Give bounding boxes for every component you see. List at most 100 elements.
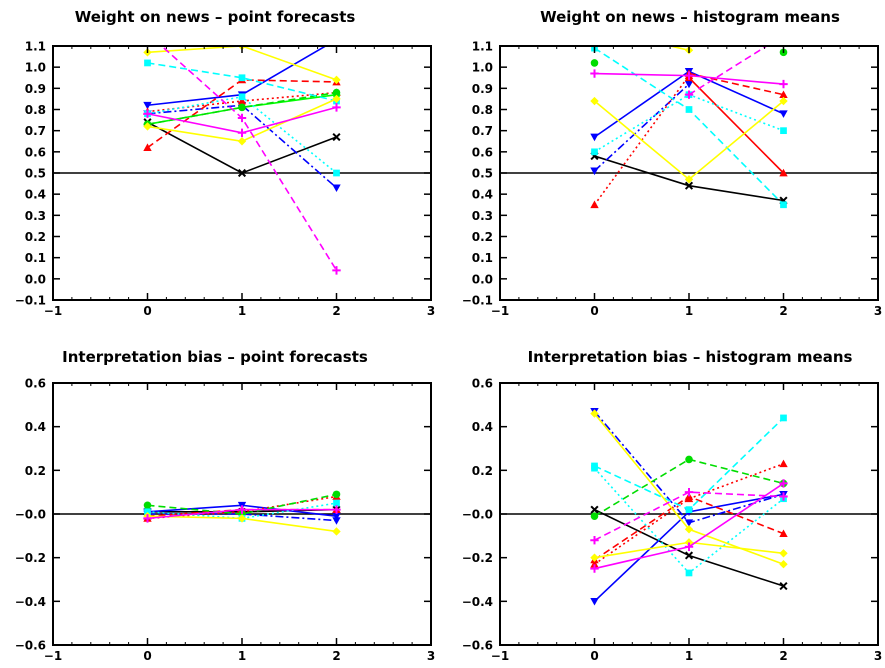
series — [143, 94, 341, 146]
data-point — [590, 536, 599, 545]
y-tick-label: −0.1 — [462, 294, 493, 308]
y-tick-label: −0.4 — [15, 595, 46, 609]
data-point — [332, 36, 340, 44]
series-line — [594, 491, 784, 541]
x-tick-label: −1 — [491, 649, 509, 663]
y-tick-label: 0.6 — [25, 377, 46, 391]
data-point — [143, 122, 152, 131]
data-point — [238, 103, 246, 112]
x-tick-label: 0 — [143, 304, 151, 318]
series — [590, 96, 788, 184]
y-tick-label: −0.2 — [15, 551, 46, 565]
y-tick-label: 0.4 — [472, 188, 493, 202]
series-line — [147, 46, 337, 81]
y-tick-label: −0.6 — [462, 639, 493, 653]
y-tick-label: 0.1 — [25, 251, 46, 265]
y-tick-label: 0.3 — [25, 209, 46, 223]
data-point — [590, 25, 598, 33]
y-tick-label: 0.6 — [472, 145, 493, 159]
series-line — [688, 77, 785, 174]
data-point — [332, 88, 341, 97]
data-point — [684, 525, 694, 534]
data-point — [590, 597, 599, 606]
panel-title: Weight on news – histogram means — [540, 8, 840, 26]
data-point — [238, 93, 246, 101]
data-point — [332, 132, 341, 142]
data-point — [684, 487, 694, 497]
data-point — [590, 560, 599, 568]
series — [684, 73, 788, 177]
series — [143, 505, 341, 523]
x-tick-label: 3 — [427, 649, 435, 663]
data-point — [684, 71, 694, 80]
data-point — [684, 551, 694, 560]
data-point — [590, 133, 599, 142]
data-point — [237, 137, 247, 146]
data-point — [143, 514, 152, 523]
plot-area — [143, 29, 341, 275]
panel-bias-point: Interpretation bias – point forecasts −1… — [15, 348, 435, 663]
data-point — [237, 128, 247, 137]
data-point — [779, 96, 788, 106]
y-tick-label: −0.2 — [462, 551, 493, 565]
data-point — [685, 455, 693, 464]
data-point — [684, 90, 694, 99]
data-point — [144, 508, 151, 516]
series-line — [147, 91, 337, 126]
data-point — [780, 201, 787, 209]
y-tick-label: 1.1 — [25, 40, 46, 54]
data-point — [779, 90, 788, 99]
x-tick-label: 0 — [590, 304, 598, 318]
series — [590, 69, 788, 89]
plot-area — [590, 408, 788, 606]
panel-title: Interpretation bias – histogram means — [528, 348, 853, 366]
x-tick-label: 2 — [779, 649, 787, 663]
y-tick-label: 1.0 — [25, 61, 46, 75]
series — [143, 118, 341, 178]
data-point — [332, 266, 341, 275]
data-point — [590, 69, 599, 78]
data-point — [685, 569, 693, 577]
data-point — [143, 29, 151, 37]
panel-weight-point: Weight on news – point forecasts −1 0 1 2 3 −… — [15, 8, 435, 318]
data-point — [332, 94, 341, 104]
y-tick-label: 0.6 — [25, 145, 46, 159]
data-point — [591, 464, 598, 472]
y-tick-label: 0.6 — [472, 377, 493, 391]
x-tick-label: −1 — [44, 649, 62, 663]
x-tick-label: 2 — [332, 649, 340, 663]
data-point — [143, 501, 152, 510]
y-tick-label: 0.2 — [472, 464, 493, 478]
y-tick-label: 0.5 — [472, 167, 493, 181]
data-point — [590, 409, 599, 418]
y-tick-label: 0.2 — [25, 230, 46, 244]
data-point — [779, 492, 788, 501]
series — [143, 29, 341, 275]
data-point — [590, 512, 599, 520]
data-point — [780, 414, 787, 422]
data-point — [143, 143, 152, 151]
panel-bias-histogram: Interpretation bias – histogram means −1… — [462, 348, 882, 663]
data-point — [779, 110, 788, 118]
series-line — [594, 93, 784, 153]
y-tick-label: 1.0 — [472, 61, 493, 75]
data-point — [237, 505, 247, 514]
data-point — [332, 184, 341, 193]
x-tick-label: 1 — [238, 649, 246, 663]
data-point — [143, 101, 152, 110]
y-tick-label: 0.0 — [472, 272, 493, 286]
x-tick-label: −1 — [491, 304, 509, 318]
series — [590, 80, 694, 176]
data-point — [237, 96, 247, 105]
data-point — [590, 167, 599, 176]
y-tick-label: 1.1 — [472, 40, 493, 54]
data-point — [779, 168, 788, 177]
plot-area — [143, 490, 341, 536]
data-point — [684, 519, 694, 527]
data-point — [332, 490, 341, 499]
data-point — [779, 31, 787, 39]
series-line — [147, 502, 337, 520]
data-point — [779, 581, 788, 591]
series-line — [593, 83, 690, 172]
